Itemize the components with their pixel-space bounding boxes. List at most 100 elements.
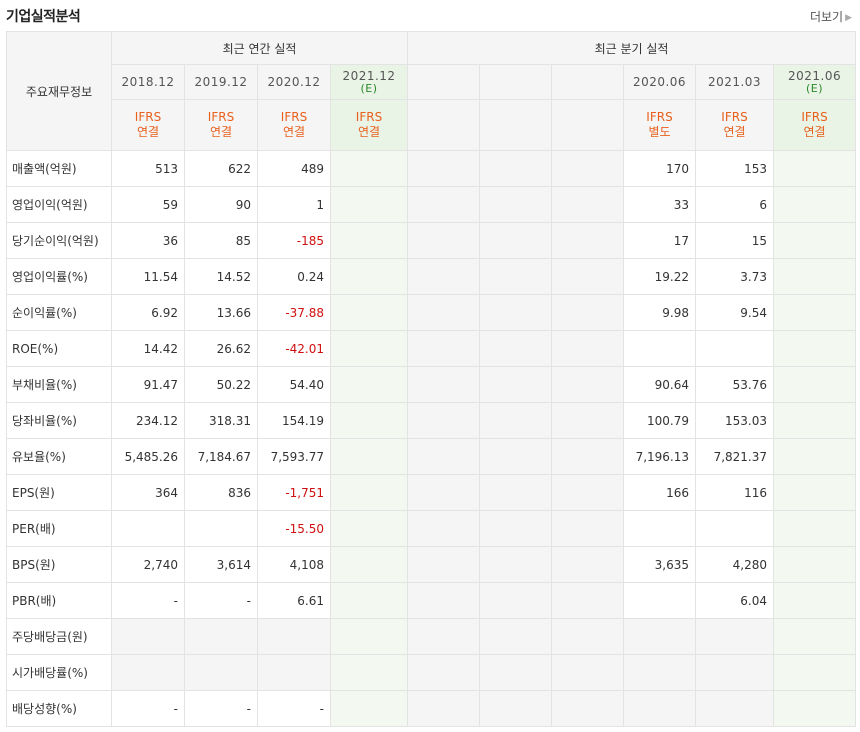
table-cell — [623, 330, 696, 367]
table-cell: -1,751 — [257, 474, 331, 511]
table-row: 매출액(억원) 513 622 489 170 153 — [6, 150, 857, 187]
table-cell — [551, 294, 624, 331]
table-row: BPS(원) 2,740 3,614 4,108 3,635 4,280 — [6, 546, 857, 583]
table-cell — [330, 546, 408, 583]
table-cell: 19.22 — [623, 258, 696, 295]
table-cell: 17 — [623, 222, 696, 259]
table-cell — [772, 654, 857, 691]
table-cell — [407, 258, 480, 295]
table-cell: 3,614 — [184, 546, 258, 583]
table-cell — [551, 366, 624, 403]
accounting-standard: IFRS — [134, 110, 162, 124]
table-cell: 9.98 — [623, 294, 696, 331]
table-cell — [407, 654, 480, 691]
period-header-annual: 2021.12 (E) — [330, 64, 408, 100]
table-cell — [330, 582, 408, 619]
table-cell — [479, 654, 552, 691]
row-label: 시가배당률(%) — [6, 654, 112, 691]
table-cell: 6.04 — [695, 582, 774, 619]
table-cell: 6.61 — [257, 582, 331, 619]
table-cell — [407, 366, 480, 403]
table-cell — [772, 186, 857, 223]
table-cell — [479, 366, 552, 403]
table-cell: -185 — [257, 222, 331, 259]
table-cell: 5,485.26 — [111, 438, 185, 475]
row-label: BPS(원) — [6, 546, 112, 583]
table-cell — [551, 186, 624, 223]
period-header-quarter: 2021.03 — [695, 64, 774, 100]
period-date: 2021.03 — [707, 75, 762, 89]
accounting-standard-header: IFRS 연결 — [330, 99, 408, 151]
table-cell — [551, 582, 624, 619]
table-cell: 53.76 — [695, 366, 774, 403]
row-label: 배당성향(%) — [6, 690, 112, 727]
table-cell — [772, 690, 857, 727]
period-header-quarter — [479, 64, 552, 100]
period-header-quarter: 2020.06 — [623, 64, 696, 100]
table-cell — [479, 582, 552, 619]
table-cell — [407, 690, 480, 727]
consolidation-type: 연결 — [136, 125, 160, 139]
table-cell — [623, 510, 696, 547]
table-cell: 91.47 — [111, 366, 185, 403]
table-cell: 513 — [111, 150, 185, 187]
estimate-marker: (E) — [806, 82, 824, 95]
table-cell: 90.64 — [623, 366, 696, 403]
table-cell — [407, 546, 480, 583]
accounting-standard-header — [479, 99, 552, 151]
table-cell — [772, 366, 857, 403]
table-cell: 14.52 — [184, 258, 258, 295]
table-cell: -37.88 — [257, 294, 331, 331]
table-cell — [772, 258, 857, 295]
table-cell: 622 — [184, 150, 258, 187]
table-cell: -42.01 — [257, 330, 331, 367]
table-cell: 100.79 — [623, 402, 696, 439]
table-row: 순이익률(%) 6.92 13.66 -37.88 9.98 9.54 — [6, 294, 857, 331]
column-header-metric: 주요재무정보 — [6, 31, 112, 151]
table-cell — [479, 330, 552, 367]
table-cell — [184, 654, 258, 691]
table-row: 당좌비율(%) 234.12 318.31 154.19 100.79 153.03 — [6, 402, 857, 439]
period-header-annual: 2020.12 — [257, 64, 331, 100]
row-label: PBR(배) — [6, 582, 112, 619]
consolidation-type: 연결 — [282, 125, 306, 139]
accounting-standard: IFRS — [721, 110, 748, 124]
accounting-standard: IFRS — [207, 110, 235, 124]
consolidation-type: 연결 — [723, 125, 746, 139]
table-row: PBR(배) - -6.61 6.04 — [6, 582, 857, 619]
accounting-standard-header: IFRS 연결 — [111, 99, 185, 151]
accounting-standard-header: IFRS 연결 — [695, 99, 774, 151]
table-cell — [551, 546, 624, 583]
more-link[interactable]: 더보기 ▶ — [810, 8, 852, 25]
table-cell — [772, 438, 857, 475]
table-cell — [551, 402, 624, 439]
table-cell — [772, 618, 857, 655]
table-cell — [330, 690, 408, 727]
accounting-standard: IFRS — [801, 110, 828, 124]
table-cell — [623, 582, 696, 619]
table-cell — [330, 366, 408, 403]
table-cell — [551, 654, 624, 691]
table-cell — [479, 294, 552, 331]
accounting-standard-header: IFRS 연결 — [772, 99, 857, 151]
period-date: 2018.12 — [121, 75, 175, 89]
accounting-standard-header: IFRS 별도 — [623, 99, 696, 151]
table-cell — [479, 474, 552, 511]
table-cell — [551, 330, 624, 367]
table-cell — [330, 150, 408, 187]
table-cell — [772, 510, 857, 547]
table-cell — [407, 222, 480, 259]
table-cell — [184, 618, 258, 655]
table-cell: 6.92 — [111, 294, 185, 331]
table-cell: 170 — [623, 150, 696, 187]
table-cell — [695, 654, 774, 691]
table-row: 유보율(%) 5,485.26 7,184.67 7,593.77 7,196.13 7,… — [6, 438, 857, 475]
table-cell — [772, 474, 857, 511]
table-cell — [330, 438, 408, 475]
table-cell: 4,280 — [695, 546, 774, 583]
table-cell — [407, 618, 480, 655]
table-cell — [772, 546, 857, 583]
period-header-quarter: 2021.06 (E) — [772, 64, 857, 100]
table-cell — [479, 510, 552, 547]
table-cell — [330, 654, 408, 691]
